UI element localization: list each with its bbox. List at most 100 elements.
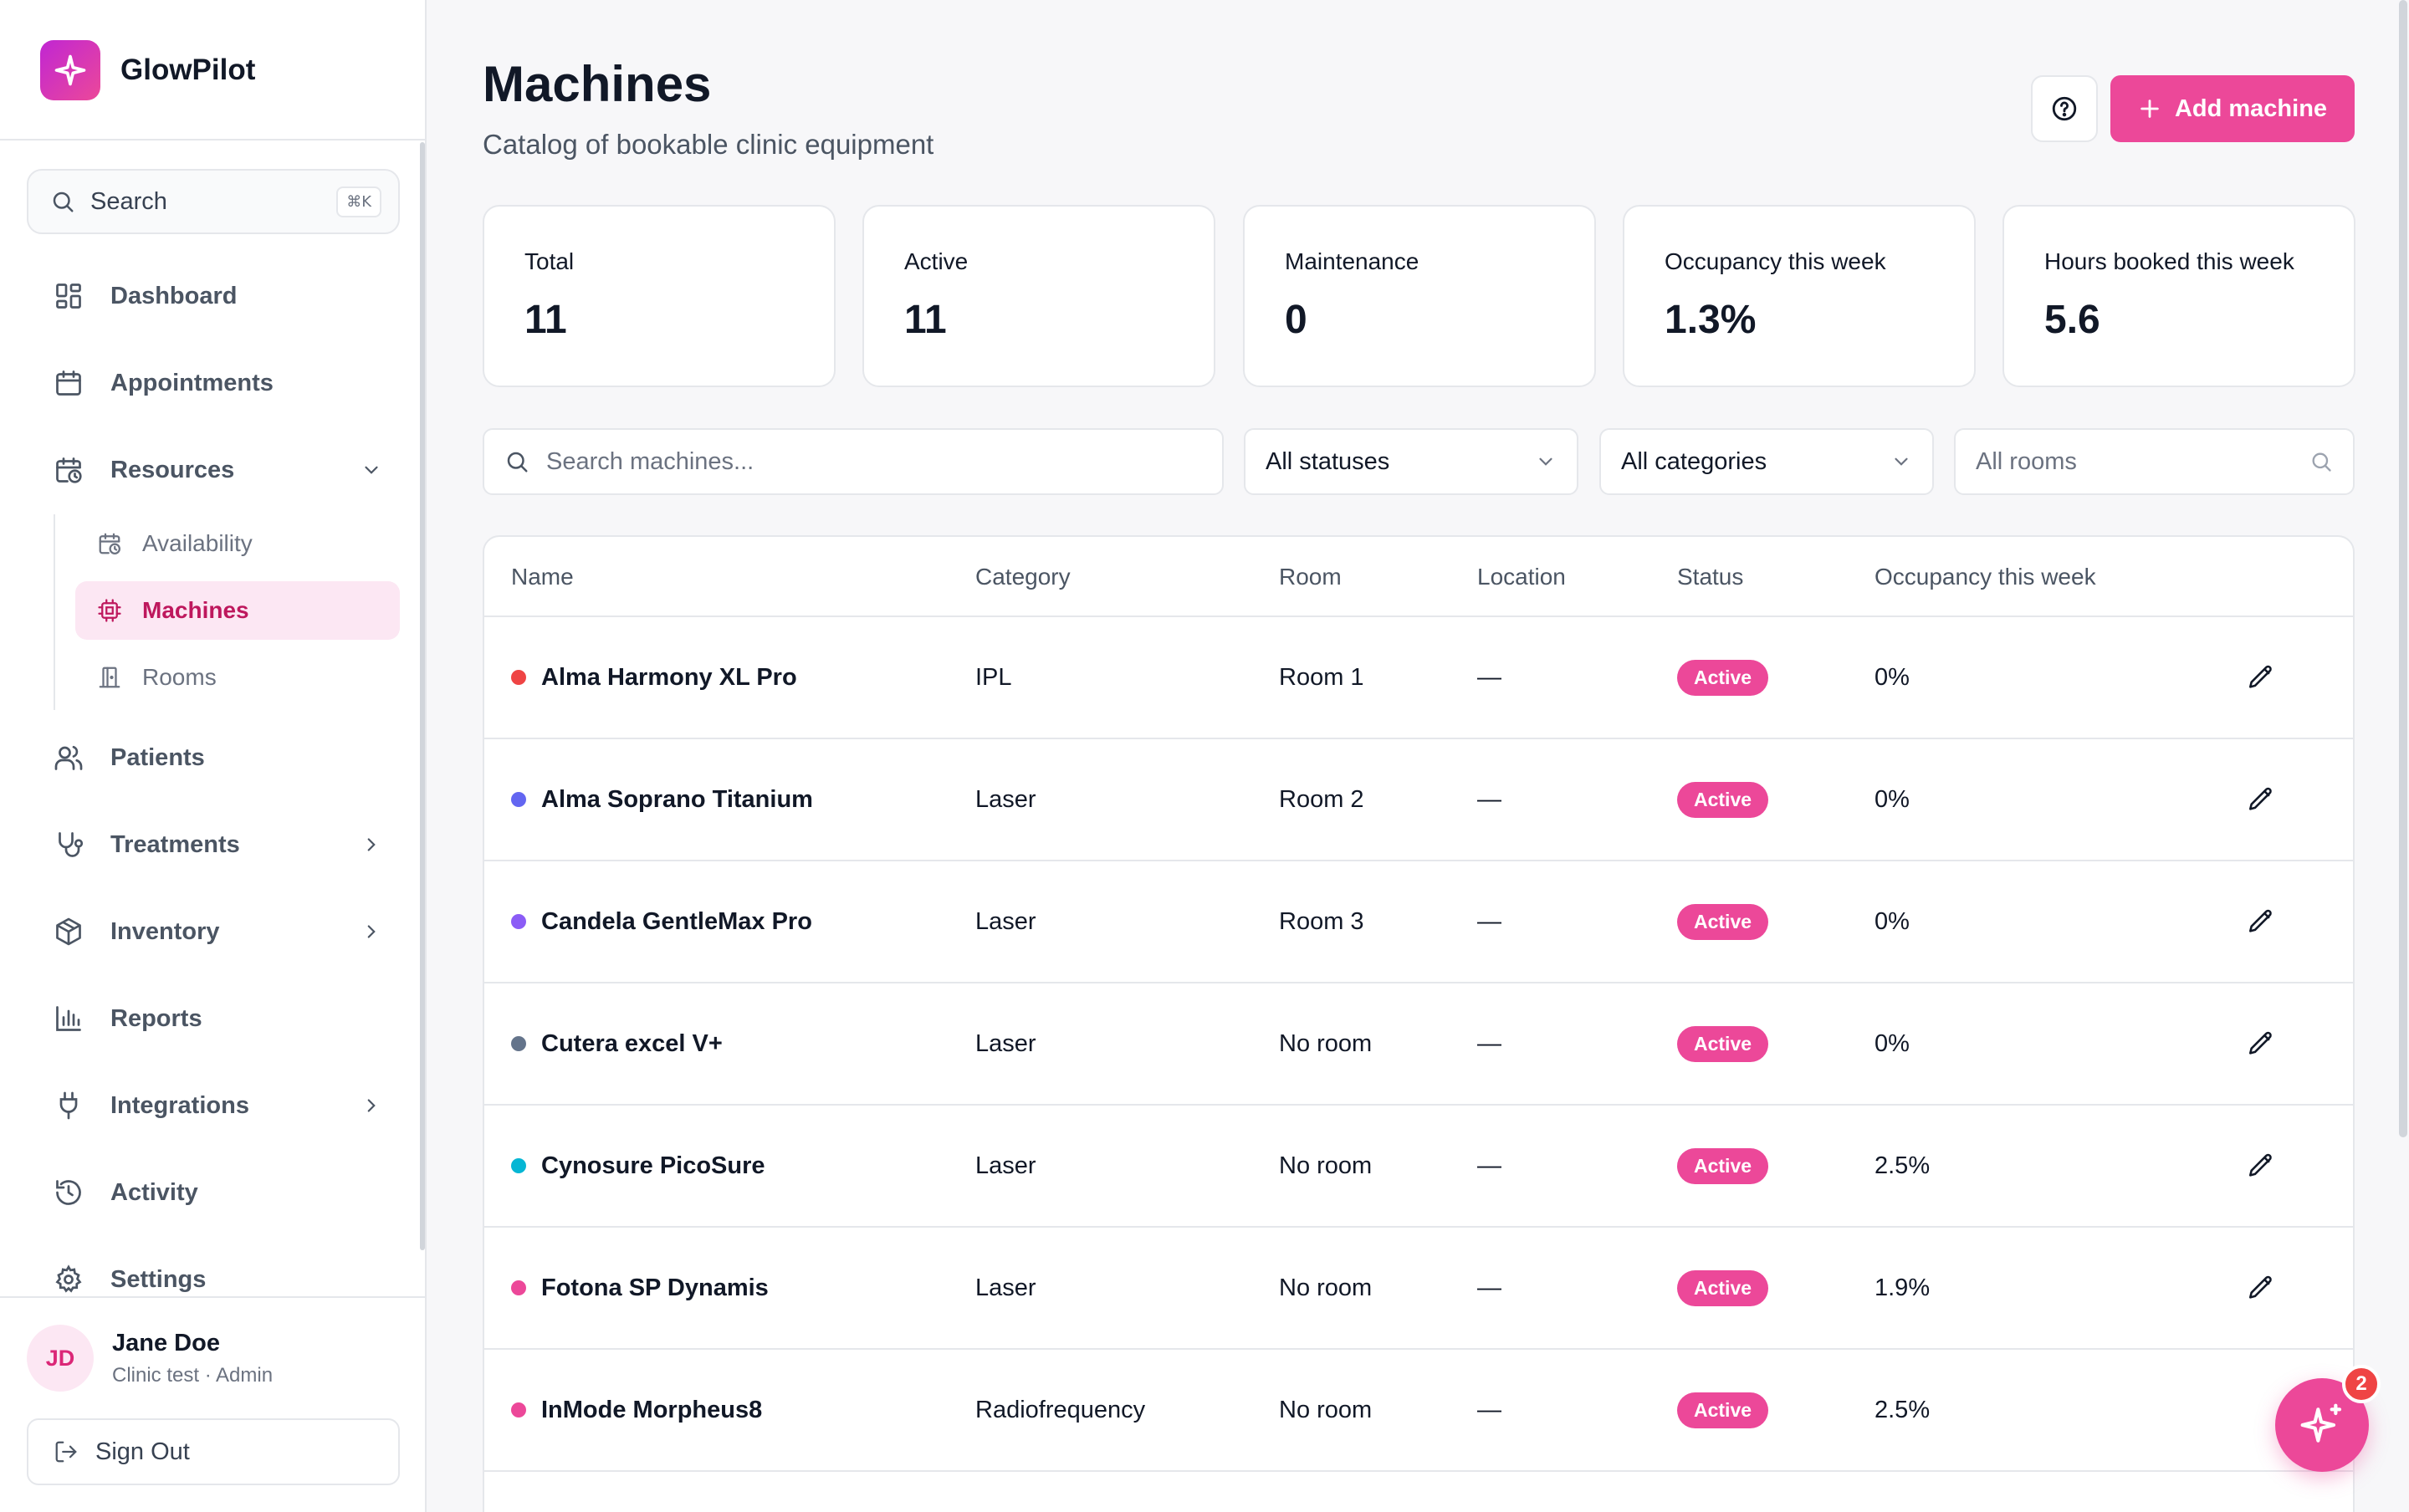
search-icon (2309, 450, 2333, 473)
sidebar-item-label: Integrations (110, 1091, 249, 1119)
calendar-clock-icon (95, 529, 124, 558)
edit-pencil-icon[interactable] (2244, 1149, 2278, 1183)
machine-color-dot (511, 1158, 526, 1173)
machine-name: Alma Soprano Titanium (541, 785, 813, 813)
stat-label: Occupancy this week (1665, 248, 1886, 274)
table-row[interactable]: InMode Morpheus8 Radiofrequency No room … (484, 1350, 2353, 1472)
user-meta: Jane Doe Clinic test · Admin (112, 1330, 273, 1387)
chevron-right-icon[interactable] (355, 1089, 388, 1122)
column-header-name[interactable]: Name (511, 564, 574, 590)
status-cell: Active (1677, 861, 1769, 982)
bar-chart-icon (52, 1002, 85, 1035)
sidebar-subitem-label: Rooms (142, 664, 217, 690)
shortcut-hint: ⌘K (336, 186, 381, 217)
sidebar-item-reports[interactable]: Reports (40, 988, 400, 1049)
edit-pencil-icon[interactable] (2244, 1027, 2278, 1060)
edit-pencil-icon[interactable] (2244, 1271, 2278, 1305)
dashboard-icon (52, 279, 85, 313)
sparkle-logo-icon (40, 40, 100, 100)
edit-pencil-icon[interactable] (2244, 661, 2278, 694)
edit-pencil-icon[interactable] (2244, 905, 2278, 938)
sidebar-search[interactable]: Search ⌘K (27, 169, 400, 234)
search-icon (504, 449, 529, 474)
occupancy-cell: 2.5% (1875, 1152, 1931, 1179)
status-badge: Active (1677, 781, 1769, 818)
location-cell: — (1477, 1396, 1501, 1423)
sidebar-scrollbar[interactable] (420, 142, 425, 1250)
column-header-category[interactable]: Category (975, 564, 1071, 590)
occupancy-cell: 0% (1875, 785, 1910, 813)
sidebar-subitem-machines[interactable]: Machines (75, 581, 400, 640)
table-row[interactable]: Fotona SP Dynamis Laser No room — Active… (484, 1228, 2353, 1350)
table-row[interactable]: Cutera excel V+ Laser No room — Active 0… (484, 983, 2353, 1106)
room-filter-combobox[interactable]: All rooms (1954, 428, 2355, 495)
sidebar-item-treatments[interactable]: Treatments (40, 815, 400, 875)
machine-name-cell: Alma Harmony XL Pro (511, 617, 797, 738)
sidebar-item-inventory[interactable]: Inventory (40, 902, 400, 962)
sparkles-icon (2299, 1402, 2345, 1448)
machine-search-input[interactable]: Search machines... (483, 428, 1224, 495)
occupancy-cell: 0% (1875, 907, 1910, 935)
category-filter-value: All categories (1621, 447, 1767, 475)
sidebar-subitem-rooms[interactable]: Rooms (75, 648, 400, 707)
sidebar-item-resources[interactable]: Resources (40, 440, 400, 500)
sidebar-subitem-availability[interactable]: Availability (75, 514, 400, 573)
room-cell: No room (1279, 1396, 1373, 1423)
status-cell: Active (1677, 1106, 1769, 1226)
column-header-location[interactable]: Location (1477, 564, 1566, 590)
calendar-clock-icon (52, 453, 85, 487)
room-cell: No room (1279, 1152, 1373, 1179)
table-row[interactable]: Candela GentleMax Pro Laser Room 3 — Act… (484, 861, 2353, 983)
sidebar-item-dashboard[interactable]: Dashboard (40, 266, 400, 326)
help-button[interactable] (2031, 75, 2098, 142)
brand[interactable]: GlowPilot (40, 40, 255, 100)
chevron-right-icon[interactable] (355, 915, 388, 948)
edit-pencil-icon[interactable] (2244, 783, 2278, 816)
column-header-occupancy[interactable]: Occupancy this week (1875, 564, 2096, 590)
sidebar-item-appointments[interactable]: Appointments (40, 353, 400, 413)
cpu-icon (95, 596, 124, 625)
stat-value: 0 (1285, 298, 1307, 342)
status-cell: Active (1677, 983, 1769, 1104)
location-cell: — (1477, 1152, 1501, 1179)
sidebar-item-settings[interactable]: Settings (40, 1249, 400, 1310)
stat-label: Active (904, 248, 969, 274)
status-cell: Active (1677, 1350, 1769, 1470)
sidebar-item-integrations[interactable]: Integrations (40, 1075, 400, 1136)
sign-out-button[interactable]: Sign Out (27, 1418, 400, 1485)
room-cell: Room 3 (1279, 907, 1364, 935)
table-row[interactable]: Cynosure PicoSure Laser No room — Active… (484, 1106, 2353, 1228)
sidebar-item-patients[interactable]: Patients (40, 728, 400, 788)
gear-icon (52, 1263, 85, 1296)
status-filter-value: All statuses (1266, 447, 1390, 475)
chevron-down-icon (1890, 451, 1912, 472)
machine-name: Candela GentleMax Pro (541, 907, 812, 935)
page-scrollbar[interactable] (2399, 0, 2407, 1137)
log-out-icon (54, 1439, 79, 1464)
room-cell: No room (1279, 1274, 1373, 1301)
page-subtitle: Catalog of bookable clinic equipment (483, 129, 934, 160)
status-filter-select[interactable]: All statuses (1244, 428, 1578, 495)
chevron-down-icon[interactable] (355, 453, 388, 487)
table-row[interactable]: Alma Soprano Titanium Laser Room 2 — Act… (484, 739, 2353, 861)
chevron-right-icon[interactable] (355, 828, 388, 861)
notification-count-badge: 2 (2342, 1365, 2381, 1403)
machine-name: Cutera excel V+ (541, 1029, 723, 1057)
machine-name-cell: InMode Morpheus8 (511, 1350, 762, 1470)
sidebar-item-label: Patients (110, 743, 205, 771)
add-machine-button[interactable]: Add machine (2110, 75, 2355, 142)
sidebar-item-activity[interactable]: Activity (40, 1162, 400, 1223)
divider (0, 1296, 425, 1298)
user-profile[interactable]: JD Jane Doe Clinic test · Admin (27, 1325, 273, 1392)
column-header-status[interactable]: Status (1677, 564, 1744, 590)
column-header-room[interactable]: Room (1279, 564, 1342, 590)
category-cell: Radiofrequency (975, 1396, 1146, 1423)
sidebar-item-label: Settings (110, 1265, 207, 1293)
status-badge: Active (1677, 1147, 1769, 1184)
location-cell: — (1477, 785, 1501, 813)
category-filter-select[interactable]: All categories (1599, 428, 1934, 495)
stat-value: 1.3% (1665, 298, 1757, 342)
location-cell: — (1477, 907, 1501, 935)
table-row[interactable]: Alma Harmony XL Pro IPL Room 1 — Active … (484, 617, 2353, 739)
machine-color-dot (511, 1036, 526, 1051)
